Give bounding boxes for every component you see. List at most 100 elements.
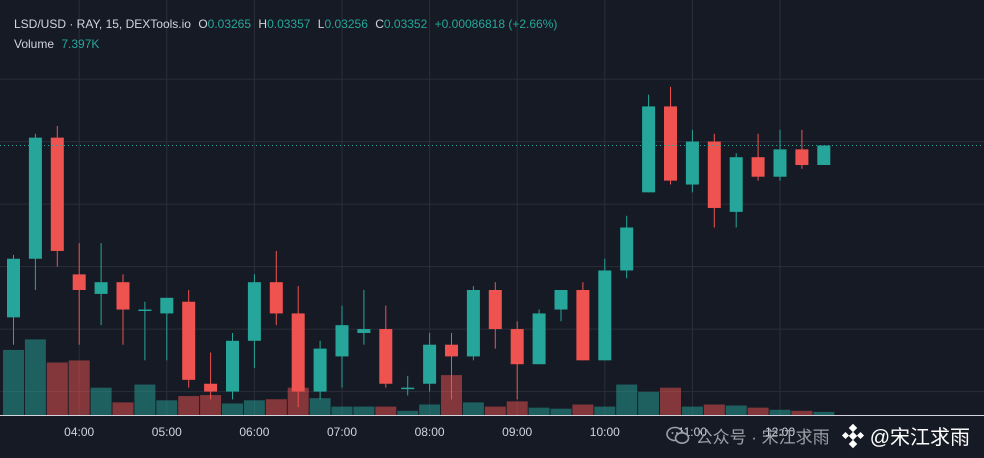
wechat-text: 公众号 · 宋江求雨 bbox=[695, 428, 830, 447]
candle-body bbox=[182, 301, 196, 380]
symbol-label: LSD/USD · RAY, 15, DEXTools.io bbox=[14, 17, 191, 31]
candle bbox=[401, 375, 415, 396]
x-axis: 04:00 05:00 06:00 07:00 08:00 09:00 10:00 11:00… bbox=[0, 415, 984, 439]
change-value: +0.00086818 (+2.66%) bbox=[434, 17, 558, 31]
candle-body bbox=[72, 274, 86, 290]
volume-bar bbox=[178, 396, 200, 415]
volume-bar bbox=[572, 404, 594, 415]
volume-bar bbox=[353, 406, 375, 415]
candle bbox=[247, 274, 261, 369]
candle bbox=[445, 332, 458, 400]
diamond-logo-icon bbox=[841, 423, 864, 448]
chart-legend: LSD/USD · RAY, 15, DEXTools.io O0.03265 … bbox=[14, 14, 557, 54]
volume-bar bbox=[725, 405, 747, 415]
candle-body bbox=[466, 290, 480, 357]
volume-bar bbox=[309, 398, 331, 415]
candle-body bbox=[357, 329, 371, 333]
open-value: 0.03265 bbox=[207, 17, 252, 31]
candle-body bbox=[729, 157, 743, 212]
volume-bar bbox=[3, 349, 24, 415]
candle-body bbox=[685, 141, 699, 185]
volume-label: Volume bbox=[14, 37, 55, 51]
brand-text: @宋江求雨 bbox=[869, 427, 970, 449]
candle bbox=[510, 321, 524, 400]
volume-bar bbox=[681, 406, 703, 415]
candle bbox=[138, 301, 152, 361]
candles bbox=[7, 86, 831, 408]
wechat-watermark: 公众号 · 宋江求雨 bbox=[665, 423, 830, 448]
candle-body bbox=[116, 282, 130, 310]
open-label: O bbox=[198, 17, 208, 31]
candle bbox=[488, 282, 502, 349]
candle-body bbox=[773, 149, 787, 177]
candle bbox=[707, 133, 721, 228]
volume-bar bbox=[769, 409, 791, 415]
candle bbox=[620, 215, 634, 279]
candle bbox=[379, 305, 393, 388]
volume-bar bbox=[638, 391, 660, 415]
low-value: 0.03256 bbox=[324, 17, 368, 31]
candle-body bbox=[554, 290, 568, 310]
wechat-icon bbox=[665, 426, 689, 444]
volume-bar bbox=[243, 400, 265, 415]
volume-bar bbox=[156, 400, 178, 415]
candle-body bbox=[795, 149, 809, 165]
volume-bar bbox=[419, 404, 441, 415]
volume-value: 7.397K bbox=[61, 37, 100, 51]
candle-body bbox=[291, 313, 305, 392]
candle bbox=[7, 254, 20, 345]
candle-body bbox=[707, 141, 721, 208]
candle bbox=[313, 340, 327, 400]
volume-bar bbox=[331, 406, 353, 415]
candle bbox=[357, 290, 371, 345]
volume-bar bbox=[397, 410, 419, 415]
candle-body bbox=[423, 344, 437, 384]
volume-bar bbox=[24, 339, 46, 415]
candle-body bbox=[313, 348, 327, 392]
candle-body bbox=[28, 137, 42, 259]
close-label: C bbox=[375, 17, 384, 31]
x-tick-label: 05:00 bbox=[152, 425, 182, 439]
volume-bar bbox=[68, 360, 90, 415]
volume-bar bbox=[594, 406, 616, 415]
candle bbox=[160, 297, 174, 361]
volume-bar bbox=[550, 408, 572, 415]
candle-body bbox=[488, 290, 502, 330]
volume-bar bbox=[265, 399, 287, 415]
volume-bar bbox=[484, 406, 506, 415]
candle-body bbox=[642, 106, 656, 193]
candle bbox=[269, 250, 283, 326]
candle-body bbox=[335, 325, 349, 357]
candle-body bbox=[751, 157, 765, 177]
x-tick-label: 04:00 bbox=[64, 425, 94, 439]
high-value: 0.03357 bbox=[267, 17, 311, 31]
candle bbox=[226, 332, 239, 400]
volume-bar bbox=[375, 406, 397, 415]
x-tick-label: 10:00 bbox=[590, 425, 620, 439]
candle-body bbox=[160, 297, 174, 314]
volume-bar bbox=[660, 387, 681, 415]
volume-bar bbox=[200, 395, 222, 415]
brand-watermark: @宋江求雨 bbox=[840, 421, 970, 450]
candle-body bbox=[401, 387, 415, 390]
candle-body bbox=[817, 145, 831, 165]
candle bbox=[72, 243, 86, 345]
volume-bar bbox=[813, 411, 835, 415]
x-tick-label: 07:00 bbox=[327, 425, 357, 439]
candle-body bbox=[138, 309, 152, 312]
candle-body bbox=[664, 106, 677, 181]
x-tick-label: 06:00 bbox=[239, 425, 269, 439]
candle bbox=[28, 133, 42, 290]
grid-lines bbox=[0, 0, 984, 415]
candle bbox=[576, 282, 590, 361]
volume-bar bbox=[90, 387, 112, 415]
volume-bar bbox=[46, 362, 68, 415]
volume-bar bbox=[112, 402, 134, 415]
volume-bar bbox=[747, 407, 769, 415]
candle-body bbox=[50, 137, 64, 251]
candle-body bbox=[204, 383, 218, 392]
candle bbox=[751, 133, 765, 181]
candle bbox=[817, 145, 831, 165]
